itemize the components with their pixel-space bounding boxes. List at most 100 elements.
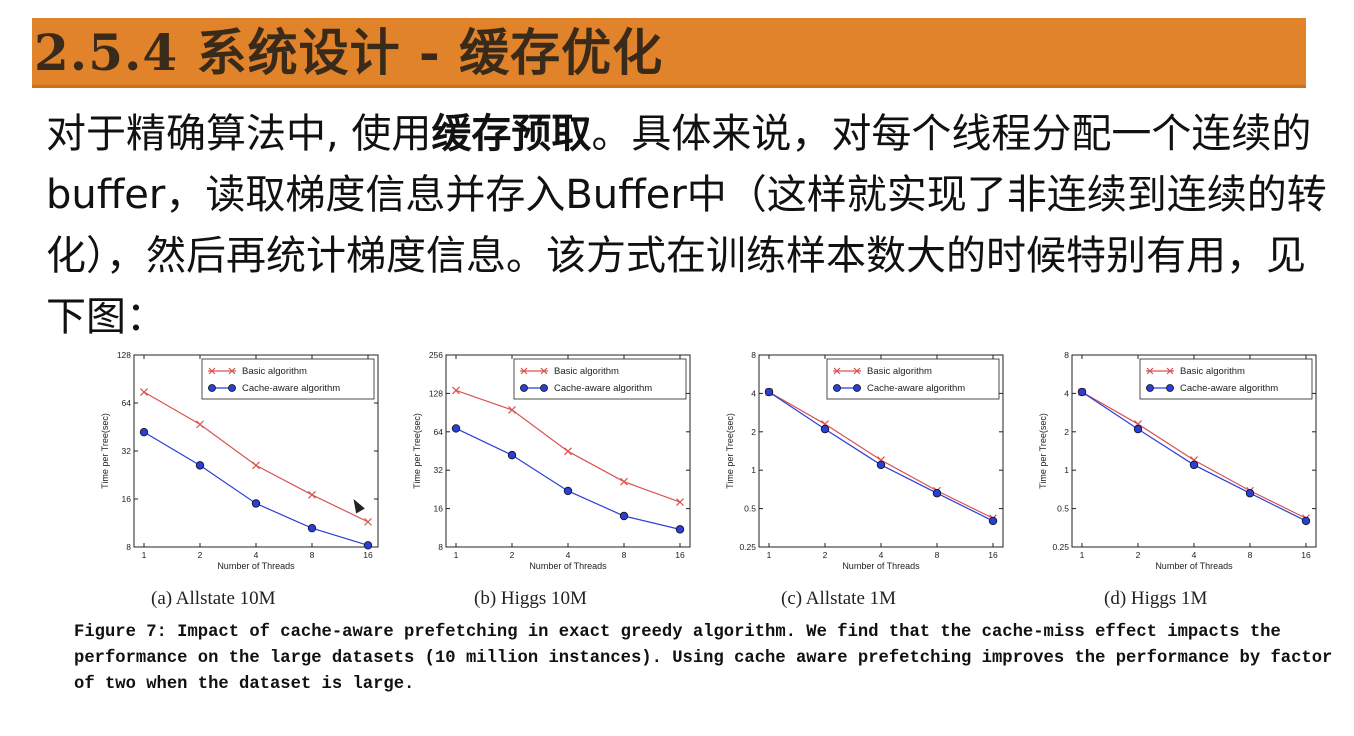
x-tick-label: 16 <box>1301 550 1311 560</box>
x-tick-label: 1 <box>454 550 459 560</box>
caption-b: (b) Higgs 10M <box>474 588 587 609</box>
y-tick-label: 1 <box>1064 465 1069 475</box>
legend-box <box>513 358 687 400</box>
figure-caption: Figure 7: Impact of cache-aware prefetch… <box>74 623 1333 694</box>
marker-x-stroke <box>564 447 572 456</box>
y-tick-label: 8 <box>126 542 131 552</box>
data-point-basic <box>196 420 204 429</box>
x-tick-label: 16 <box>363 550 373 560</box>
legend-marker-basic <box>1146 367 1154 375</box>
y-tick-label: 0.25 <box>1052 542 1069 552</box>
legend-label-basic: Basic algorithm <box>242 366 307 377</box>
legend-box <box>826 358 1000 400</box>
y-axis-label: Time per Tree(sec) <box>1038 413 1048 489</box>
marker-x-stroke <box>364 517 372 526</box>
data-point-cache <box>1245 489 1255 498</box>
y-axis-label: Time per Tree(sec) <box>725 413 735 489</box>
legend-marker-cache <box>1166 384 1174 392</box>
legend-marker-cache <box>1146 384 1154 392</box>
data-point-cache <box>251 499 261 508</box>
legend-label-basic: Basic algorithm <box>554 366 619 377</box>
caption-a: (a) Allstate 10M <box>151 588 276 609</box>
marker-x-stroke <box>452 386 460 395</box>
x-tick-label: 2 <box>198 550 203 560</box>
legend-marker-cache <box>520 384 528 392</box>
data-point-cache <box>876 460 886 470</box>
data-point-cache <box>563 486 573 496</box>
x-tick-label: 4 <box>566 550 571 560</box>
data-point-basic <box>452 386 460 395</box>
x-tick-label: 1 <box>1080 550 1085 560</box>
legend-marker-basic <box>540 367 548 375</box>
y-tick-label: 8 <box>1064 350 1069 360</box>
legend-label-cache: Cache-aware algorithm <box>242 383 340 394</box>
x-tick-label: 2 <box>510 550 515 560</box>
legend-marker-cache <box>208 384 216 392</box>
legend-box <box>201 358 375 400</box>
y-axis-label: Time per Tree(sec) <box>412 413 422 489</box>
legend-box <box>1139 358 1313 400</box>
marker-x-stroke <box>676 498 684 506</box>
legend-label-cache: Cache-aware algorithm <box>867 383 965 394</box>
data-point-cache <box>1133 424 1143 434</box>
data-point-cache <box>764 387 774 397</box>
data-point-cache <box>451 424 461 433</box>
data-point-cache <box>1189 460 1199 470</box>
x-tick-label: 16 <box>988 550 998 560</box>
y-tick-label: 128 <box>429 388 443 398</box>
x-tick-label: 16 <box>675 550 685 560</box>
x-axis-label: Number of Threads <box>1155 561 1233 571</box>
chart-svg: 8 16 32 64 128 256 1 2 4 8 16 Number of Threads Time… <box>412 350 691 571</box>
x-tick-label: 8 <box>1248 550 1253 560</box>
marker-x-stroke <box>620 477 628 486</box>
data-point-basic <box>508 405 516 414</box>
marker-x-stroke <box>196 420 204 429</box>
y-tick-label: 0.5 <box>744 504 756 514</box>
legend-label-basic: Basic algorithm <box>1180 366 1245 377</box>
data-point-cache <box>507 450 517 460</box>
data-point-basic <box>564 447 572 456</box>
y-tick-label: 0.5 <box>1057 504 1069 514</box>
slide-title: 2.5.4 系统设计 - 缓存优化 <box>34 23 664 82</box>
data-point-basic <box>364 517 372 526</box>
legend-marker-basic <box>1166 367 1174 375</box>
legend-marker-basic <box>208 367 216 375</box>
legend-label-cache: Cache-aware algorithm <box>1180 383 1278 394</box>
y-tick-label: 1 <box>751 465 756 475</box>
x-tick-label: 4 <box>254 550 259 560</box>
data-point-cache <box>307 523 317 533</box>
legend-label-cache: Cache-aware algorithm <box>554 383 652 394</box>
y-tick-label: 256 <box>429 350 443 360</box>
data-point-cache <box>363 541 373 550</box>
x-tick-label: 2 <box>823 550 828 560</box>
y-tick-label: 64 <box>434 427 444 437</box>
data-point-cache <box>1077 387 1087 397</box>
body-text-pre: 对于精确算法中, 使用 <box>46 111 432 157</box>
data-point-cache <box>932 489 942 498</box>
legend-marker-cache <box>228 384 236 392</box>
data-point-cache <box>1301 516 1311 526</box>
chart-higgs-10m: 8 16 32 64 128 256 1 2 4 8 16 Number of Threads Time… <box>408 345 698 577</box>
legend-marker-basic <box>520 367 528 375</box>
marker-x-stroke <box>308 490 316 499</box>
y-tick-label: 64 <box>122 398 132 408</box>
x-tick-label: 8 <box>935 550 940 560</box>
data-point-basic <box>308 490 316 499</box>
y-tick-label: 8 <box>751 350 756 360</box>
marker-x-stroke <box>508 405 516 414</box>
y-tick-label: 128 <box>117 350 131 360</box>
data-point-cache <box>619 511 629 521</box>
y-tick-label: 32 <box>434 465 444 475</box>
y-tick-label: 2 <box>751 427 756 437</box>
title-bar: 2.5.4 系统设计 - 缓存优化 <box>32 18 1306 88</box>
data-point-basic <box>676 498 684 506</box>
x-tick-label: 1 <box>142 550 147 560</box>
x-tick-label: 1 <box>767 550 772 560</box>
y-tick-label: 16 <box>434 504 444 514</box>
slide-body: 对于精确算法中, 使用缓存预取。具体来说，对每个线程分配一个连续的buffer，… <box>46 104 1336 348</box>
data-point-cache <box>139 427 149 437</box>
legend-marker-cache <box>540 384 548 392</box>
y-tick-label: 32 <box>122 446 132 456</box>
legend-marker-basic <box>833 367 841 375</box>
